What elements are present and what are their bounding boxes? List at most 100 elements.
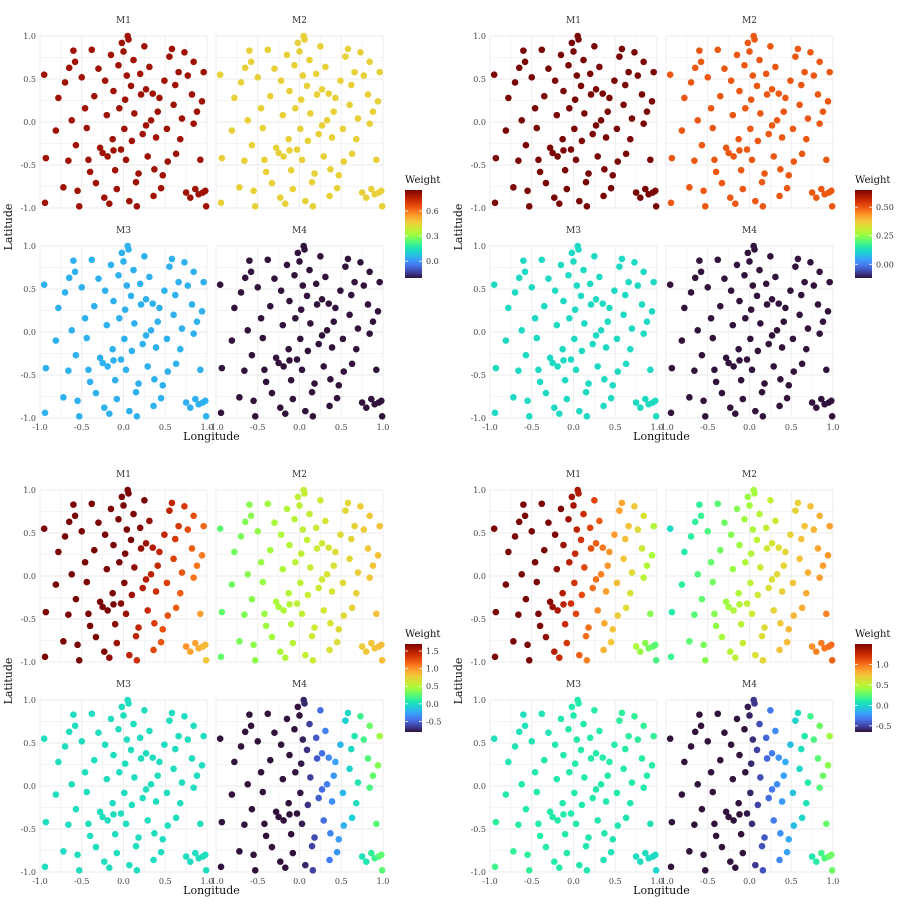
data-point xyxy=(285,135,292,143)
data-point xyxy=(515,518,523,526)
data-point xyxy=(78,527,86,535)
data-point xyxy=(721,65,728,72)
data-point xyxy=(757,774,764,781)
data-point xyxy=(216,71,224,78)
data-point xyxy=(640,784,647,792)
data-point xyxy=(306,510,313,518)
data-point xyxy=(718,389,726,397)
data-point xyxy=(257,104,265,112)
data-point xyxy=(583,412,591,420)
data-point xyxy=(744,249,752,257)
data-point xyxy=(742,104,749,112)
data-point xyxy=(602,798,610,805)
data-point xyxy=(297,789,304,797)
data-point xyxy=(322,517,329,525)
data-point xyxy=(292,558,299,566)
data-point xyxy=(357,713,364,720)
data-point xyxy=(152,588,160,595)
data-point xyxy=(357,503,364,510)
data-point xyxy=(816,120,823,128)
data-point xyxy=(581,774,588,781)
data-point xyxy=(592,750,600,757)
data-point xyxy=(828,412,836,420)
data-point xyxy=(524,187,531,195)
data-point xyxy=(563,849,571,857)
data-point xyxy=(756,266,763,274)
data-point xyxy=(572,366,580,374)
data-point xyxy=(301,246,308,253)
data-point xyxy=(592,332,600,339)
data-point xyxy=(60,394,67,401)
data-point xyxy=(545,65,552,72)
data-point xyxy=(567,146,575,153)
data-point xyxy=(747,550,755,557)
data-point xyxy=(175,732,182,740)
data-point xyxy=(283,51,291,59)
data-point xyxy=(354,779,362,786)
data-point xyxy=(828,187,835,195)
data-point xyxy=(510,848,517,855)
data-point xyxy=(736,601,743,608)
data-point xyxy=(533,334,541,342)
data-point xyxy=(580,720,587,728)
data-point xyxy=(137,545,145,552)
data-point xyxy=(282,410,289,418)
data-point xyxy=(520,711,527,718)
data-point xyxy=(716,756,724,764)
data-point xyxy=(553,565,561,573)
data-point xyxy=(618,499,626,507)
data-point xyxy=(613,579,621,587)
data-point xyxy=(807,49,814,56)
data-point xyxy=(826,522,833,530)
data-point xyxy=(166,53,173,60)
data-point xyxy=(272,598,280,606)
data-point xyxy=(753,82,761,90)
data-point xyxy=(515,274,523,282)
data-point xyxy=(118,39,126,47)
data-point xyxy=(726,858,734,865)
data-point xyxy=(535,156,542,164)
data-point xyxy=(164,822,172,829)
data-point xyxy=(616,507,623,514)
data-point xyxy=(536,832,544,840)
data-point xyxy=(272,144,280,152)
data-point xyxy=(100,404,108,411)
data-point xyxy=(241,367,248,375)
data-point xyxy=(366,268,373,276)
x-tick-label: -0.5 xyxy=(700,423,715,432)
data-point xyxy=(777,620,784,627)
data-point xyxy=(99,603,106,611)
data-point xyxy=(198,762,206,769)
data-point xyxy=(580,510,587,518)
data-point xyxy=(768,750,776,757)
data-point xyxy=(727,77,735,85)
data-point xyxy=(721,729,728,736)
data-point xyxy=(287,376,295,384)
data-point xyxy=(358,399,366,406)
data-point xyxy=(161,531,168,539)
x-tick-label: -1.0 xyxy=(658,877,673,886)
data-point xyxy=(126,861,133,869)
data-point xyxy=(808,853,816,860)
data-point xyxy=(736,297,743,305)
data-point xyxy=(65,518,73,526)
data-point xyxy=(546,598,554,606)
data-point xyxy=(202,187,209,195)
data-point xyxy=(279,111,287,119)
data-point xyxy=(568,703,576,711)
data-point xyxy=(735,135,742,143)
data-point xyxy=(373,156,380,164)
data-point xyxy=(61,743,69,750)
data-point xyxy=(770,153,778,160)
data-point xyxy=(546,808,554,816)
data-point xyxy=(785,172,793,179)
data-point xyxy=(228,791,236,798)
data-point xyxy=(317,253,324,260)
data-point xyxy=(591,707,598,714)
data-point xyxy=(121,789,128,797)
data-point xyxy=(264,500,272,508)
data-point xyxy=(596,63,603,71)
data-point xyxy=(747,306,755,313)
data-point xyxy=(560,297,567,305)
data-point xyxy=(120,48,127,55)
